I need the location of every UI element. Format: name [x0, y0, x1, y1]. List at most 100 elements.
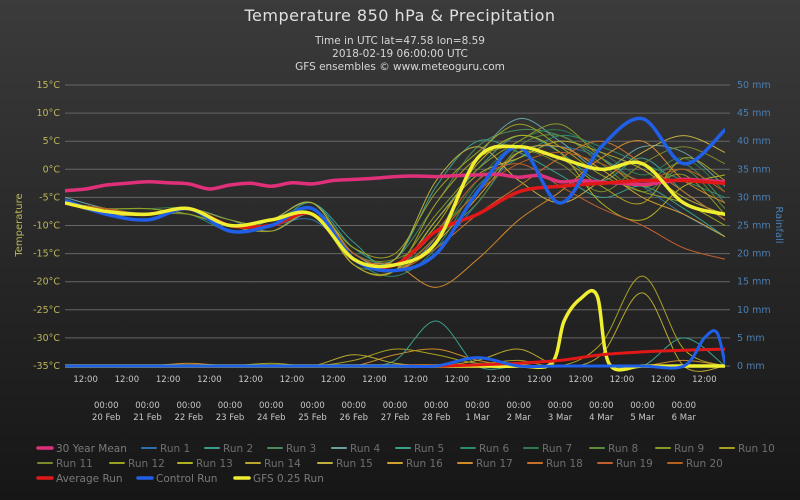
- legend-label: Run 13: [196, 458, 233, 470]
- legend-item-run-3[interactable]: Run 3: [267, 443, 316, 455]
- subtitle-source: GFS ensembles © www.meteoguru.com: [295, 61, 505, 73]
- x-tick-midnight: 00:00: [300, 401, 325, 411]
- highlight-run-lines: [65, 116, 725, 372]
- y-tick-label: -30°C: [33, 333, 60, 344]
- x-tick-date: 23 Feb: [216, 413, 245, 423]
- legend-item-gfs-0-25-run[interactable]: GFS 0.25 Run: [233, 473, 324, 485]
- legend-item-run-20[interactable]: Run 20: [667, 458, 723, 470]
- run-14-rainfall-line: [65, 292, 725, 372]
- chart-title: Temperature 850 hPa & Precipitation: [243, 6, 555, 25]
- legend-item-30-year-mean[interactable]: 30 Year Mean: [36, 443, 127, 455]
- x-tick-noon: 12:00: [362, 375, 387, 385]
- y2-tick-label: 40 mm: [737, 136, 771, 147]
- legend-item-run-15[interactable]: Run 15: [317, 458, 373, 470]
- y2-tick-label: 5 mm: [737, 333, 765, 344]
- x-tick-date: 24 Feb: [257, 413, 286, 423]
- x-tick-midnight: 00:00: [135, 401, 160, 411]
- legend-item-run-2[interactable]: Run 2: [204, 443, 253, 455]
- y-axis-title: Temperature: [14, 193, 25, 257]
- run-12-temperature-line: [65, 123, 725, 259]
- x-tick-noon: 12:00: [238, 375, 263, 385]
- x-tick-noon: 12:00: [156, 375, 181, 385]
- legend-item-run-5[interactable]: Run 5: [395, 443, 444, 455]
- legend-item-run-16[interactable]: Run 16: [387, 458, 443, 470]
- run-3-temperature-line: [65, 128, 725, 270]
- x-tick-date: 21 Feb: [133, 413, 162, 423]
- gfs-0-25-run-rainfall-line: [65, 288, 725, 372]
- y-tick-label: -15°C: [33, 249, 60, 260]
- run-5-rainfall-line: [65, 320, 725, 370]
- y2-tick-label: 0 mm: [737, 361, 765, 372]
- x-tick-date: 6 Mar: [672, 413, 697, 423]
- y2-axis-title: Rainfall: [773, 206, 784, 243]
- y-tick-label: 0°C: [43, 164, 61, 175]
- y2-tick-label: 30 mm: [737, 192, 771, 203]
- x-tick-noon: 12:00: [486, 375, 511, 385]
- legend-label: Average Run: [56, 473, 123, 485]
- legend-item-control-run[interactable]: Control Run: [136, 473, 217, 485]
- x-tick-noon: 12:00: [197, 375, 222, 385]
- legend-item-run-4[interactable]: Run 4: [331, 443, 380, 455]
- y2-tick-label: 35 mm: [737, 164, 771, 175]
- chart-legend[interactable]: 30 Year Mean Run 1 Run 2 Run 3 Run 4 Run 5 Run…: [36, 443, 775, 485]
- legend-label: Run 9: [674, 443, 704, 455]
- x-tick-midnight: 00:00: [507, 401, 532, 411]
- legend-item-run-9[interactable]: Run 9: [655, 443, 704, 455]
- x-tick-date: 2 Mar: [507, 413, 532, 423]
- temperature-axis: 15°C 10°C 5°C 0°C -5°C -10°C -15°C -20°C -25°C -3…: [33, 80, 60, 372]
- y2-tick-label: 25 mm: [737, 221, 771, 232]
- x-tick-noon: 12:00: [445, 375, 470, 385]
- run-15-temperature-line: [65, 135, 725, 266]
- legend-item-run-1[interactable]: Run 1: [141, 443, 190, 455]
- legend-item-run-19[interactable]: Run 19: [597, 458, 653, 470]
- legend-item-run-13[interactable]: Run 13: [177, 458, 233, 470]
- y2-tick-label: 20 mm: [737, 249, 771, 260]
- legend-item-run-7[interactable]: Run 7: [523, 443, 572, 455]
- legend-item-run-14[interactable]: Run 14: [245, 458, 301, 470]
- legend-item-run-12[interactable]: Run 12: [109, 458, 165, 470]
- x-tick-noon: 12:00: [73, 375, 98, 385]
- legend-label: Run 3: [286, 443, 316, 455]
- legend-label: Run 16: [406, 458, 443, 470]
- legend-item-run-18[interactable]: Run 18: [527, 458, 583, 470]
- y-tick-label: -25°C: [33, 305, 60, 316]
- x-tick-date: 22 Feb: [174, 413, 203, 423]
- legend-item-average-run[interactable]: Average Run: [36, 473, 123, 485]
- legend-label: Run 17: [476, 458, 513, 470]
- control-run-rainfall-line: [65, 329, 725, 370]
- x-tick-noon: 12:00: [403, 375, 428, 385]
- x-tick-noon: 12:00: [568, 375, 593, 385]
- x-tick-date: 3 Mar: [548, 413, 573, 423]
- legend-label: Control Run: [156, 473, 217, 485]
- legend-label: Run 14: [264, 458, 301, 470]
- x-tick-midnight: 00:00: [94, 401, 119, 411]
- x-tick-midnight: 00:00: [218, 401, 243, 411]
- y-tick-label: -20°C: [33, 277, 60, 288]
- ensemble-run-lines: [65, 118, 725, 372]
- legend-item-run-8[interactable]: Run 8: [589, 443, 638, 455]
- legend-label: Run 20: [686, 458, 723, 470]
- legend-label: Run 7: [542, 443, 572, 455]
- run-8-temperature-line: [65, 134, 725, 273]
- time-axis: 12:00 12:00 12:00 12:00 12:00 12:00 12:00 12:00…: [73, 375, 716, 423]
- x-tick-noon: 12:00: [527, 375, 552, 385]
- legend-label: Run 5: [414, 443, 444, 455]
- x-tick-midnight: 00:00: [177, 401, 202, 411]
- legend-item-run-11[interactable]: Run 11: [37, 458, 93, 470]
- run-2-temperature-line: [65, 134, 725, 272]
- x-tick-midnight: 00:00: [465, 401, 490, 411]
- legend-item-run-10[interactable]: Run 10: [719, 443, 775, 455]
- legend-item-run-6[interactable]: Run 6: [460, 443, 509, 455]
- x-tick-date: 20 Feb: [92, 413, 121, 423]
- legend-label: Run 19: [616, 458, 653, 470]
- x-tick-midnight: 00:00: [259, 401, 284, 411]
- legend-item-run-17[interactable]: Run 17: [457, 458, 513, 470]
- x-tick-date: 28 Feb: [422, 413, 451, 423]
- run-9-temperature-line: [65, 123, 725, 270]
- x-tick-date: 1 Mar: [465, 413, 490, 423]
- run-18-temperature-line: [65, 140, 725, 272]
- x-tick-date: 27 Feb: [381, 413, 410, 423]
- y2-tick-label: 10 mm: [737, 305, 771, 316]
- y-tick-label: -5°C: [39, 192, 60, 203]
